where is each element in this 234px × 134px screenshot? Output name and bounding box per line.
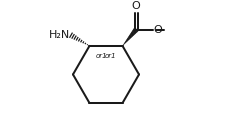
Text: O: O	[132, 1, 141, 11]
Text: or1: or1	[95, 53, 107, 59]
Text: or1: or1	[105, 53, 117, 59]
Text: O: O	[154, 25, 162, 35]
Text: H₂N: H₂N	[49, 29, 70, 40]
